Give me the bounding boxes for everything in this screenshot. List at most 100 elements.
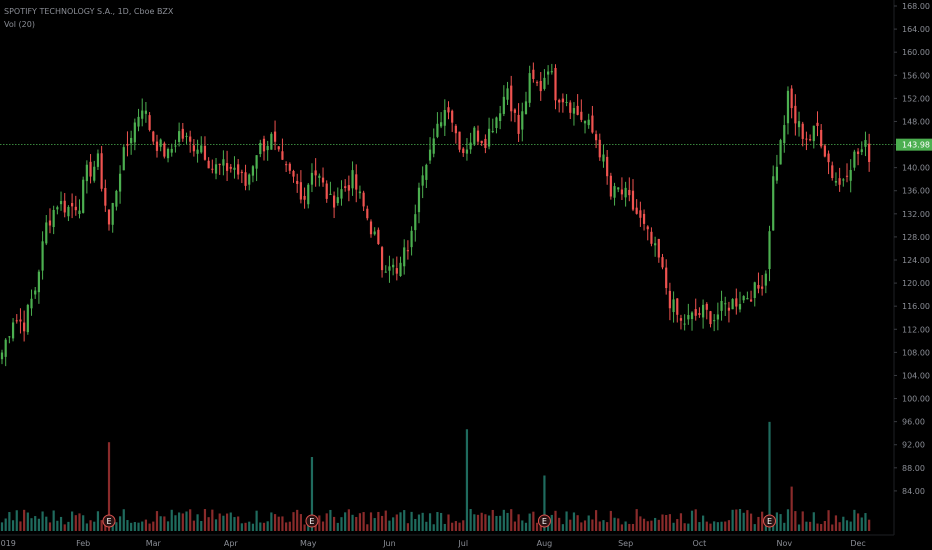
candle — [137, 116, 140, 127]
volume-bar — [318, 515, 321, 531]
candle — [583, 120, 587, 124]
volume-bar — [89, 520, 92, 531]
candle — [8, 336, 11, 338]
volume-bar — [576, 515, 579, 531]
volume-bar — [78, 513, 81, 531]
volume-bar — [683, 523, 686, 531]
candle — [222, 159, 225, 166]
candle — [790, 88, 793, 109]
volume-bar — [281, 516, 284, 531]
volume-bar — [118, 516, 122, 531]
volume-bar — [569, 519, 572, 531]
candle — [443, 110, 446, 126]
candle — [772, 176, 775, 231]
volume-bar — [827, 510, 830, 531]
volume-bar — [735, 509, 738, 531]
volume-bar — [141, 521, 144, 531]
volume-bar — [676, 519, 679, 531]
candle — [783, 125, 786, 144]
volume-bar — [458, 522, 461, 531]
candle — [801, 123, 804, 139]
candle — [85, 164, 88, 182]
volume-bar — [344, 512, 347, 531]
volume-bar — [277, 516, 280, 531]
volume-bar — [868, 519, 871, 531]
candle — [569, 102, 572, 113]
candle — [602, 154, 605, 162]
candle — [373, 231, 376, 235]
volume-bar — [310, 457, 314, 531]
candle — [56, 207, 59, 210]
candle — [473, 127, 476, 145]
volume-bar — [414, 518, 417, 531]
candle — [207, 160, 210, 169]
candle — [384, 271, 387, 273]
candle — [362, 192, 365, 207]
volume-bar — [104, 524, 107, 531]
candle — [742, 296, 745, 301]
volume-bar — [200, 521, 203, 531]
candle — [118, 173, 122, 192]
volume-bar — [443, 523, 446, 531]
volume-bar — [856, 513, 860, 531]
volume-bar — [170, 509, 173, 531]
candle — [388, 266, 391, 271]
volume-bar — [48, 522, 52, 531]
candle — [753, 282, 756, 298]
earnings-marker[interactable]: E — [305, 514, 319, 528]
earnings-marker[interactable]: E — [102, 514, 116, 528]
candle — [768, 231, 771, 270]
price-axis[interactable]: 168.00164.00160.00156.00152.00148.00144.… — [893, 0, 932, 535]
symbol-title[interactable]: SPOTIFY TECHNOLOGY S.A., 1D, Cboe BZX — [4, 7, 174, 16]
candle — [163, 143, 166, 157]
candle — [71, 203, 74, 207]
candle — [285, 164, 288, 166]
volume-bar — [838, 522, 841, 531]
earnings-marker[interactable]: E — [537, 514, 551, 528]
candle — [30, 298, 33, 309]
candle — [687, 315, 690, 320]
volume-bar — [366, 524, 369, 531]
volume-indicator-label[interactable]: Vol (20) — [4, 20, 35, 29]
candle — [465, 149, 469, 154]
candle — [369, 221, 373, 235]
volume-bar — [30, 518, 33, 531]
volume-bar — [270, 512, 273, 531]
volume-bar — [432, 524, 435, 531]
volume-bar — [355, 516, 358, 531]
candle — [340, 189, 343, 199]
volume-bar — [620, 524, 624, 531]
candle — [266, 145, 269, 151]
volume-bar — [340, 517, 343, 531]
volume-bar — [26, 512, 29, 531]
volume-bar — [237, 516, 240, 531]
candle — [676, 298, 679, 315]
price-tick-label: 160.00 — [902, 48, 930, 57]
volume-bar — [384, 510, 387, 531]
time-tick-label: Aug — [537, 539, 553, 548]
volume-bar — [71, 511, 74, 531]
price-tick-label: 88.00 — [902, 464, 925, 473]
last-price-tag[interactable]: 143.98 — [896, 138, 932, 151]
candle — [155, 141, 159, 151]
volume-bar — [550, 514, 553, 531]
volume-bar — [417, 514, 421, 531]
candle — [410, 230, 413, 248]
volume-bar — [783, 522, 786, 531]
candle — [425, 164, 428, 180]
candle — [358, 191, 362, 194]
volume-bar — [392, 517, 395, 531]
earnings-marker[interactable]: E — [763, 514, 777, 528]
time-axis[interactable]: 2019 Feb Mar Apr May Jun Jul Aug Sep Oct Nov Dec — [0, 534, 894, 548]
candle — [19, 319, 22, 322]
volume-bar — [178, 512, 181, 531]
price-tick-label: 124.00 — [902, 256, 930, 265]
candle — [820, 129, 823, 147]
candle — [761, 286, 764, 289]
candle — [716, 314, 719, 320]
candle — [864, 140, 867, 147]
candle — [218, 163, 221, 165]
price-tick-label: 100.00 — [902, 395, 930, 404]
